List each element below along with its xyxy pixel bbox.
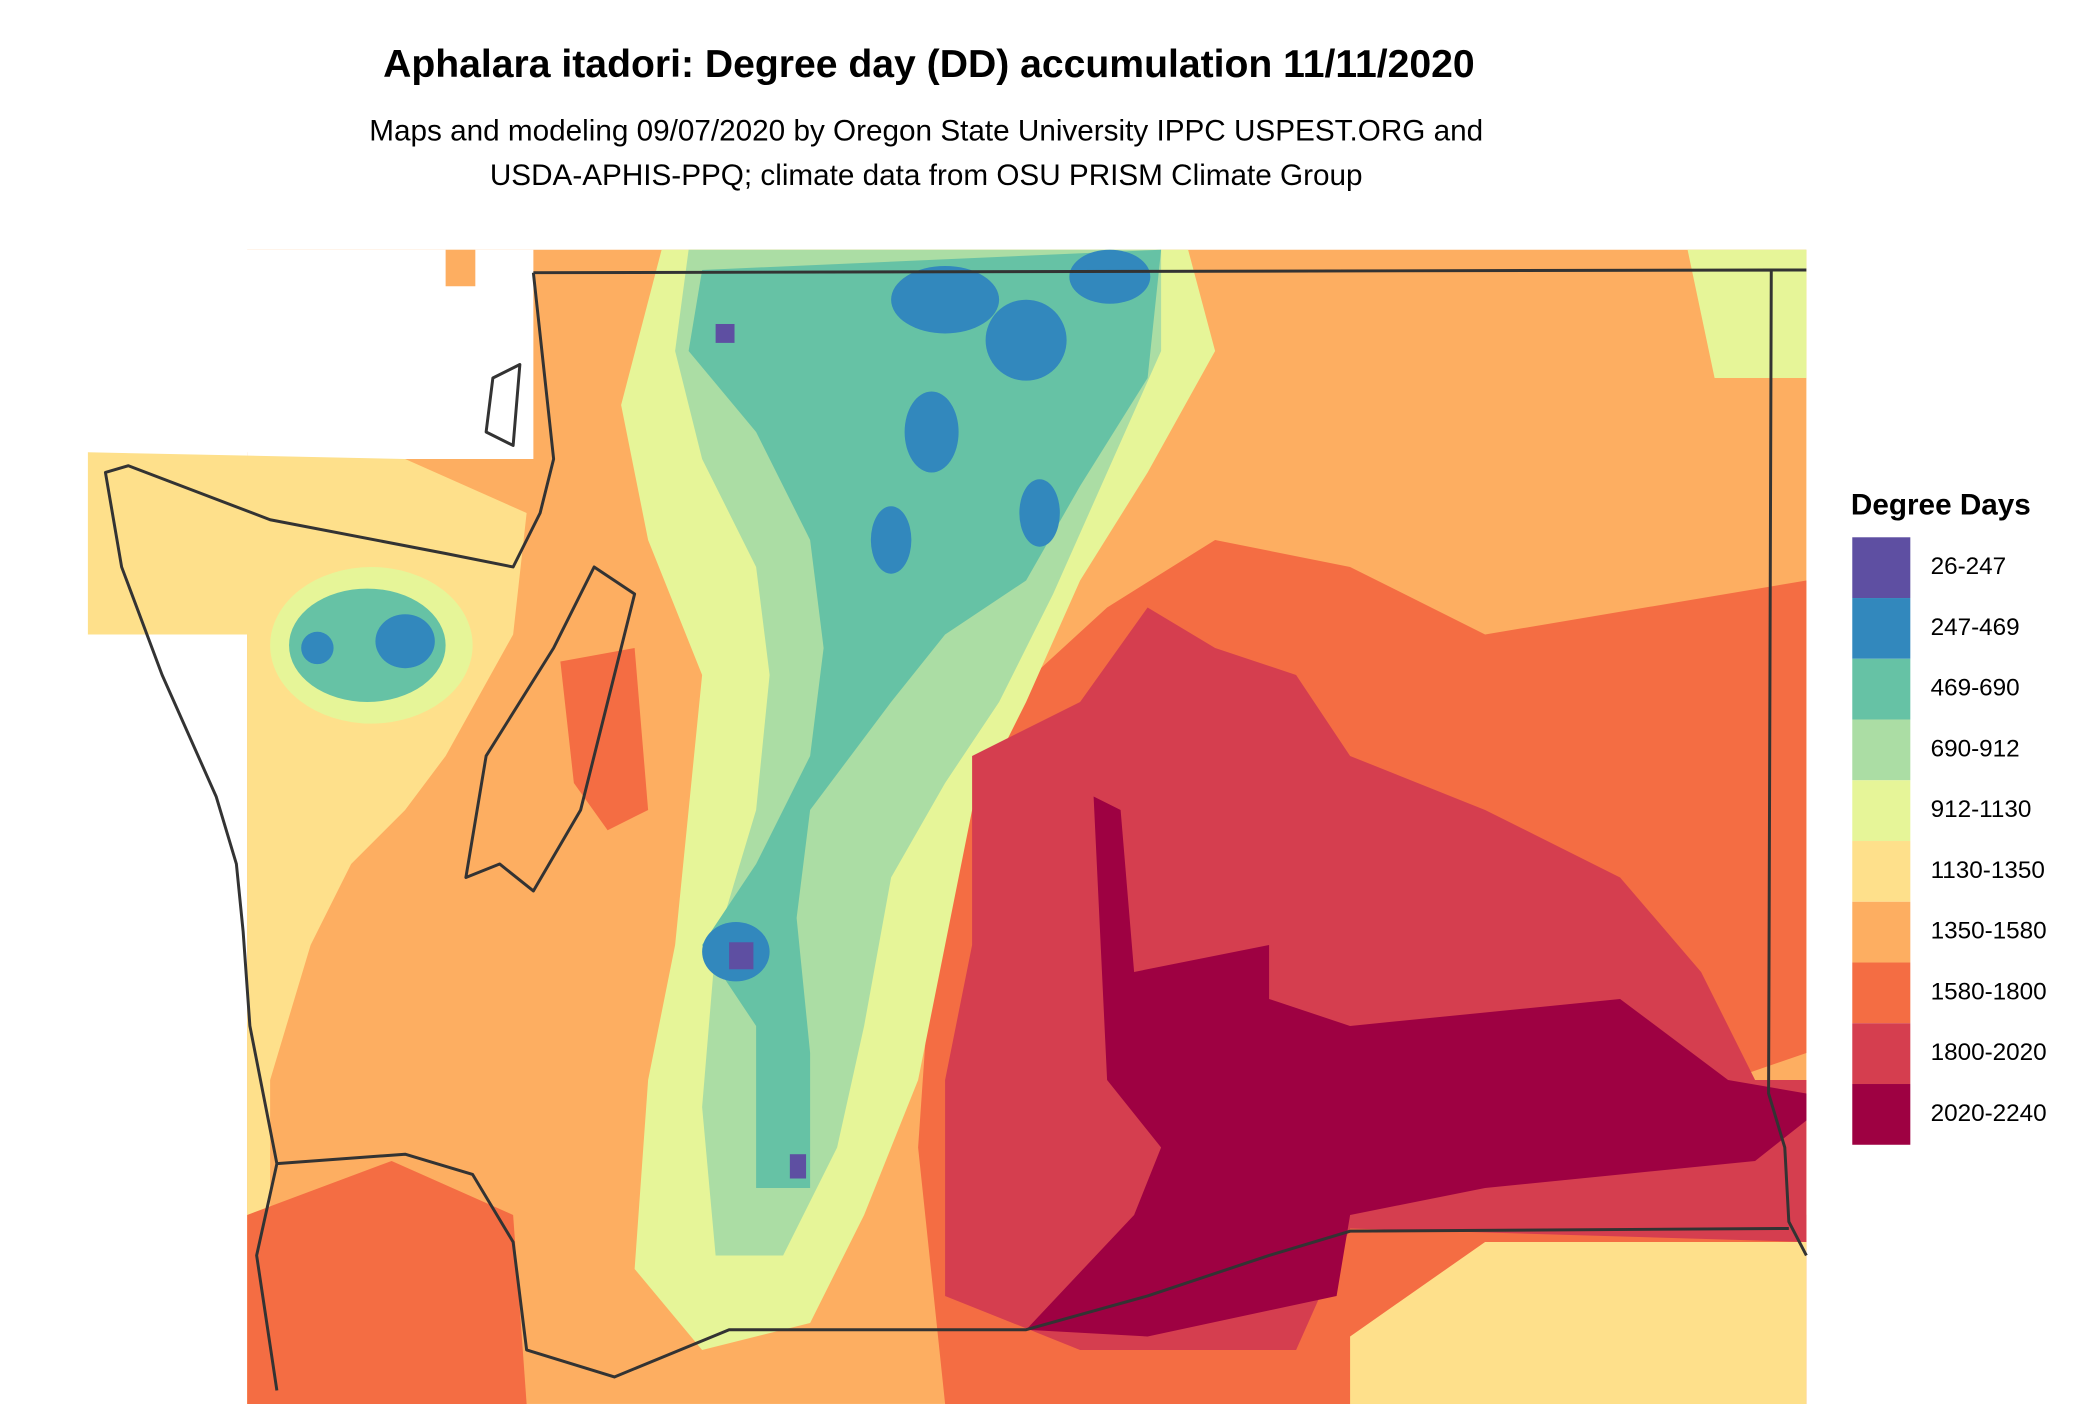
- map-region: [445, 249, 476, 287]
- legend-label: 912-1130: [1931, 796, 2032, 823]
- map-region: [560, 647, 649, 831]
- water: [87, 249, 534, 459]
- subtitle-line: USDA-APHIS-PPQ; climate data from OSU PR…: [490, 159, 1363, 192]
- map-region: [247, 1160, 527, 1404]
- legend-swatch: [1852, 537, 1911, 599]
- legend-label: 1350-1580: [1931, 918, 2047, 945]
- legend-label: 690-912: [1931, 735, 2020, 762]
- map-region: [904, 391, 959, 473]
- legend-swatch: [1852, 780, 1911, 842]
- legend-swatch: [1852, 962, 1911, 1024]
- map-region: [985, 299, 1067, 381]
- map-region: [789, 1154, 807, 1179]
- legend-swatch: [1852, 841, 1911, 902]
- subtitle-line: Maps and modeling 09/07/2020 by Oregon S…: [369, 114, 1483, 147]
- legend-label: 2020-2240: [1931, 1100, 2047, 1127]
- map-region: [729, 942, 754, 970]
- legend-label: 1800-2020: [1931, 1039, 2047, 1066]
- legend-swatch: [1852, 598, 1911, 659]
- legend-swatch: [1852, 1084, 1911, 1145]
- map-region: [1026, 796, 1807, 1337]
- map-region: [715, 323, 735, 343]
- legend-label: 247-469: [1931, 614, 2020, 641]
- map-region: [1019, 479, 1060, 547]
- map-region: [1687, 249, 1807, 378]
- map-region: [1069, 249, 1151, 304]
- legend-label: 26-247: [1931, 553, 2007, 580]
- legend-label: 1580-1800: [1931, 978, 2047, 1005]
- raster-map: [87, 249, 1808, 1404]
- state-border: [103, 268, 1808, 1391]
- map-region: [891, 265, 1000, 334]
- map-region: [1350, 1241, 1807, 1404]
- map-region: [375, 614, 435, 669]
- map-region: [301, 631, 334, 665]
- legend-label: 469-690: [1931, 675, 2020, 702]
- legend-swatch: [1852, 658, 1911, 720]
- title: Aphalara itadori: Degree day (DD) accumu…: [383, 43, 1475, 86]
- legend-title: Degree Days: [1851, 488, 2031, 521]
- legend-swatch: [1852, 901, 1911, 963]
- legend: Degree Days 26-247 247-469 469-690 690-912 9…: [1851, 488, 2047, 1145]
- legend-swatch: [1852, 719, 1911, 781]
- map-region: [870, 506, 912, 574]
- legend-swatch: [1852, 1023, 1911, 1085]
- legend-label: 1130-1350: [1931, 857, 2045, 884]
